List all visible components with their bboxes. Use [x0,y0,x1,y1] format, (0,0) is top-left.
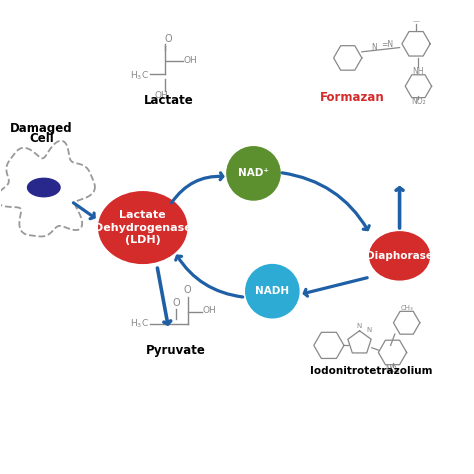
Circle shape [245,264,300,319]
Text: Lactate
Dehydrogenase
(LDH): Lactate Dehydrogenase (LDH) [94,210,191,245]
Text: Damaged: Damaged [10,122,73,135]
Text: NH: NH [413,67,424,76]
Text: CH₃: CH₃ [400,305,413,310]
Text: N: N [366,327,372,333]
Ellipse shape [98,191,188,264]
Text: Diaphorase: Diaphorase [366,251,433,261]
Ellipse shape [369,231,430,281]
Polygon shape [0,141,95,237]
Text: Formazan: Formazan [320,91,385,104]
Text: H$_3$C: H$_3$C [130,69,149,82]
Text: Iodonitrotetrazolium: Iodonitrotetrazolium [310,366,433,376]
Text: NAD⁺: NAD⁺ [238,168,269,178]
Text: N: N [356,323,361,329]
Text: O: O [173,298,180,308]
Text: Lactate: Lactate [144,94,193,107]
Text: Pyruvate: Pyruvate [146,344,206,356]
Text: Cell: Cell [29,133,54,146]
Text: NADH: NADH [255,286,290,296]
Text: O: O [165,34,173,44]
Text: —: — [412,18,419,25]
Text: NO₂: NO₂ [385,365,400,374]
Text: H$_3$C: H$_3$C [130,318,149,330]
Text: OH: OH [155,91,168,100]
Text: NO₂: NO₂ [411,97,426,106]
Ellipse shape [27,178,61,197]
Text: O: O [184,285,191,295]
Text: OH: OH [202,307,216,316]
Circle shape [226,146,281,201]
Text: OH: OH [184,56,198,65]
Text: =N: =N [381,40,393,49]
Text: N: N [371,43,376,52]
